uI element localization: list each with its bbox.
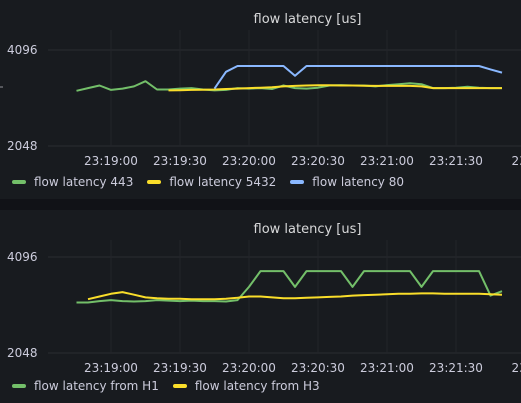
y-tick-label: 4096 — [7, 250, 38, 264]
x-tick-label: 23:19:30 — [153, 154, 207, 168]
legend-item[interactable]: flow latency from H3 — [172, 379, 320, 393]
series-line — [76, 270, 503, 304]
legend-label: flow latency 80 — [312, 175, 404, 189]
legend-swatch — [12, 180, 26, 184]
legend-item[interactable]: flow latency 443 — [12, 175, 133, 189]
x-tick-label: 23:21:00 — [360, 361, 414, 375]
legend-label: flow latency 5432 — [169, 175, 277, 189]
x-tick-label: 23:19:30 — [153, 361, 207, 375]
legend-item[interactable]: flow latency 80 — [290, 175, 404, 189]
legend-swatch — [147, 180, 162, 184]
legend-label: flow latency from H1 — [34, 379, 159, 393]
line-chart[interactable]: 4096 2048 23:19:00 23:19:30 23:20:00 23:20:30… — [0, 0, 521, 170]
x-tick-label: 23:19:00 — [84, 361, 138, 375]
y-tick-label: 4096 — [7, 43, 38, 57]
y-tick-label: 2048 — [7, 139, 38, 153]
series-line — [213, 65, 503, 90]
legend-swatch — [172, 384, 187, 388]
series-line — [168, 84, 502, 92]
x-tick-label: 23:21:00 — [360, 154, 414, 168]
x-tick-label: 23:20:00 — [222, 154, 276, 168]
chart-legend: flow latency 443 flow latency 5432 flow … — [12, 175, 404, 189]
panel-resize-handle[interactable] — [0, 86, 3, 88]
panel-divider — [0, 199, 521, 210]
legend-label: flow latency from H3 — [194, 379, 320, 393]
chart-panel-bottom[interactable]: flow latency [us] 4096 2048 23:19:00 23:19:… — [0, 210, 521, 403]
x-tick-label: 23:2 — [512, 361, 521, 375]
x-tick-label: 23:21:30 — [429, 154, 483, 168]
x-tick-label: 23:21:30 — [429, 361, 483, 375]
legend-label: flow latency 443 — [34, 175, 134, 189]
x-tick-label: 23:20:00 — [222, 361, 276, 375]
chart-legend: flow latency from H1 flow latency from H… — [12, 379, 320, 393]
legend-swatch — [290, 180, 305, 184]
legend-item[interactable]: flow latency from H1 — [12, 379, 159, 393]
legend-item[interactable]: flow latency 5432 — [147, 175, 276, 189]
x-tick-label: 23:20:30 — [291, 154, 345, 168]
legend-swatch — [12, 384, 26, 388]
line-chart[interactable]: 4096 2048 23:19:00 23:19:30 23:20:00 23:20:30… — [0, 210, 521, 380]
panel-title[interactable]: flow latency [us] — [253, 12, 362, 27]
y-tick-label: 2048 — [7, 346, 38, 360]
panel-title[interactable]: flow latency [us] — [253, 222, 362, 237]
x-tick-label: 23:2 — [512, 154, 521, 168]
x-tick-label: 23:19:00 — [84, 154, 138, 168]
chart-panel-top[interactable]: flow latency [us] 4096 2048 23:19:00 23:19:… — [0, 0, 521, 199]
series-line — [87, 291, 503, 301]
x-tick-label: 23:20:30 — [291, 361, 345, 375]
